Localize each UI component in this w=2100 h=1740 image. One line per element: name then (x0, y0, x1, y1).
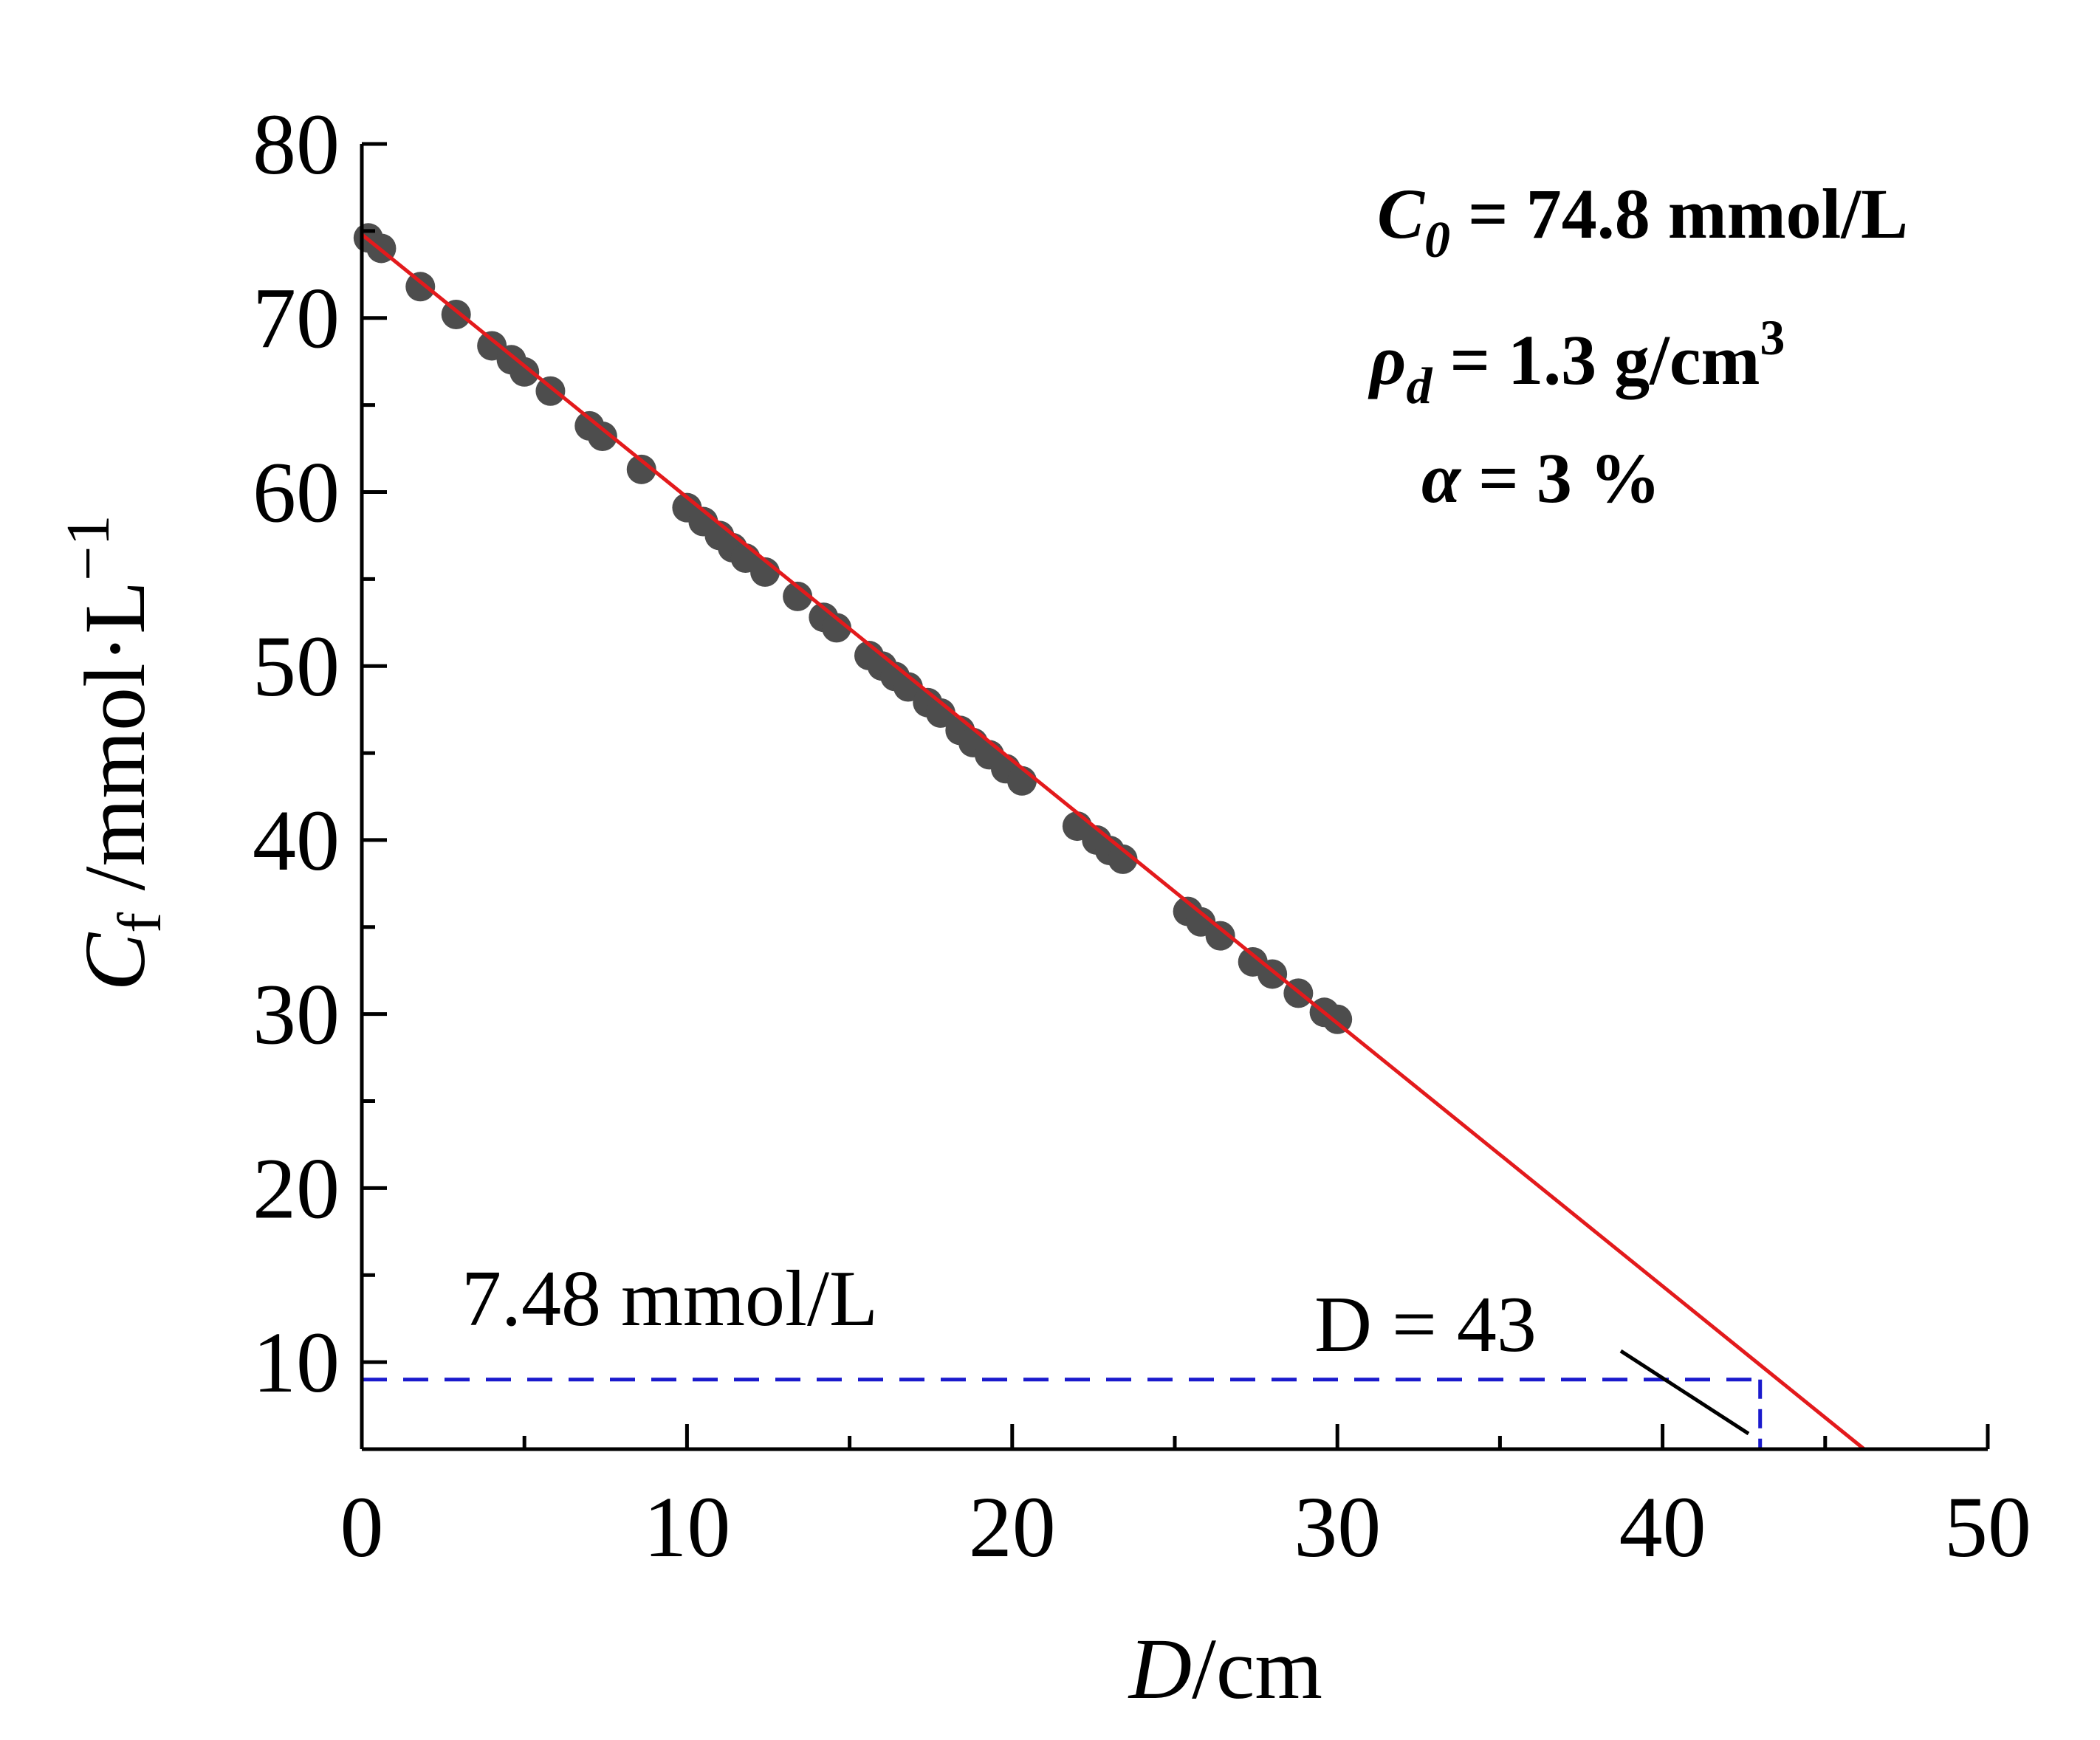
x-tick-label: 30 (1294, 1479, 1381, 1575)
y-tick-label: 50 (253, 618, 340, 715)
data-point (783, 581, 813, 611)
param-alpha: α = 3 % (1421, 439, 1661, 517)
param-alpha-symbol: α (1421, 439, 1462, 517)
fit-line (360, 233, 1866, 1451)
x-axis-title-unit: /cm (1192, 1620, 1322, 1717)
x-axis-title-variable: D (1128, 1620, 1192, 1717)
param-c0-subscript: 0 (1424, 212, 1450, 269)
data-point (925, 698, 955, 728)
y-axis-title: Cf /mmol·L−1 (54, 515, 174, 991)
param-c0-symbol: C (1377, 174, 1425, 253)
data-point (821, 613, 851, 643)
param-rho-value: = 1.3 g/cm (1432, 320, 1760, 399)
param-alpha-value: = 3 % (1461, 439, 1661, 517)
data-point (1108, 844, 1138, 874)
param-rho-subscript: d (1406, 358, 1432, 415)
data-point (1322, 1004, 1353, 1034)
y-axis-title-superscript: −1 (54, 515, 123, 580)
param-rho-symbol: ρ (1368, 320, 1406, 399)
data-point (535, 376, 566, 406)
y-tick-label: 70 (253, 270, 340, 367)
y-axis-title-unit: /mmol·L (66, 581, 163, 912)
x-axis-title: D/cm (1128, 1620, 1322, 1717)
x-tick-label: 50 (1944, 1479, 2031, 1575)
data-point (1007, 766, 1037, 796)
y-tick-label: 80 (253, 96, 340, 193)
y-axis-title-subscript: f (106, 912, 174, 933)
data-point (587, 422, 617, 452)
intercept-label: D = 43 (1314, 1281, 1537, 1369)
x-tick-label: 10 (643, 1479, 730, 1575)
data-point (441, 300, 471, 330)
reference-label: 7.48 mmol/L (461, 1255, 878, 1343)
x-tick-label: 40 (1619, 1479, 1706, 1575)
data-point (509, 357, 540, 387)
param-rho: ρd = 1.3 g/cm3 (1368, 309, 1785, 415)
data-point (626, 454, 656, 484)
x-tick-label: 0 (340, 1479, 384, 1575)
y-tick-label: 40 (253, 792, 340, 889)
y-tick-label: 10 (253, 1314, 340, 1411)
param-c0: C0 = 74.8 mmol/L (1377, 174, 1908, 269)
y-axis-title-variable: C (66, 932, 163, 991)
y-tick-label: 20 (253, 1140, 340, 1237)
param-c0-value: = 74.8 mmol/L (1450, 174, 1908, 253)
param-rho-superscript: 3 (1760, 309, 1785, 365)
y-tick-label: 60 (253, 444, 340, 540)
data-point (1205, 921, 1235, 951)
intercept-leader-line (1619, 1349, 1750, 1436)
x-tick-label: 20 (969, 1479, 1056, 1575)
y-tick-label: 30 (253, 966, 340, 1063)
data-point (405, 272, 436, 302)
